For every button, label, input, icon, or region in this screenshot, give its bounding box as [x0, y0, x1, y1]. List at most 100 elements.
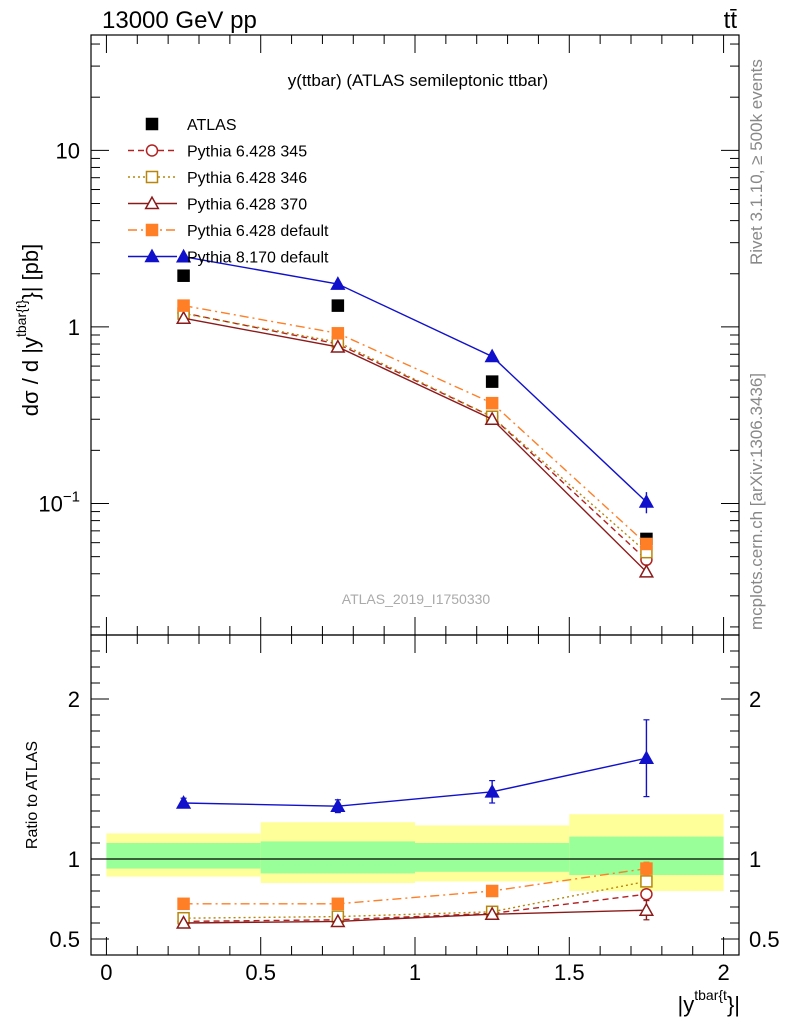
legend-marker — [144, 248, 160, 263]
data-point — [485, 396, 499, 410]
data-point — [638, 902, 655, 917]
legend-entry: Pythia 6.428 370 — [128, 195, 307, 214]
legend: ATLAS Pythia 6.428 345 Pythia 6.428 346 Pyt… — [128, 117, 329, 267]
data-point — [638, 494, 655, 508]
data-point — [330, 276, 346, 290]
main-y-tick-label: 10−1 — [38, 488, 80, 516]
series-pythia-8-170-default — [175, 248, 655, 514]
data-point — [484, 411, 500, 426]
series-pythia-6-428-default — [177, 299, 653, 551]
ratio-x-tick-label: 0.5 — [245, 960, 276, 985]
analysis-watermark: ATLAS_2019_I1750330 — [342, 591, 491, 607]
series-line — [183, 880, 647, 919]
series-line — [183, 893, 647, 923]
data-point — [638, 750, 655, 765]
data-point — [640, 875, 653, 888]
uncertainty-band-green — [106, 843, 261, 869]
data-point — [330, 913, 346, 928]
ratio-plot-content — [91, 719, 739, 929]
series-line — [183, 317, 647, 573]
x-label-tail: }| — [727, 992, 740, 1017]
legend-entry: Pythia 6.428 345 — [128, 144, 307, 161]
legend-marker — [145, 117, 159, 131]
series-atlas — [177, 269, 653, 546]
x-label-sup: tbar{t — [694, 987, 727, 1003]
main-y-axis-label: dσ / d |ytbar{t}}| [pb] — [13, 244, 43, 416]
data-point — [177, 269, 190, 282]
ratio-y-tick-label-right: 0.5 — [749, 927, 780, 952]
legend-entry: Pythia 6.428 default — [128, 223, 329, 240]
ratio-series-pythia-6-428-default — [177, 861, 653, 911]
main-y-label-main: dσ / d |y — [18, 337, 43, 416]
ratio-y-tick-label: 1 — [68, 847, 80, 872]
data-point — [484, 906, 500, 921]
ratio-x-tick-label: 0 — [100, 960, 112, 985]
ratio-series-pythia-8-170-default — [175, 719, 655, 814]
ratio-series-pythia-6-428-370 — [175, 899, 655, 929]
data-point — [640, 862, 653, 875]
series-line — [183, 255, 647, 503]
series-pythia-6-428-370 — [175, 310, 655, 578]
legend-label: Pythia 6.428 370 — [187, 197, 307, 214]
data-point — [331, 897, 345, 911]
uncertainty-band-green — [415, 843, 570, 872]
legend-marker — [145, 144, 159, 157]
ratio-y-tick-label: 0.5 — [49, 927, 80, 952]
legend-marker — [145, 223, 159, 237]
legend-label: ATLAS — [187, 117, 237, 134]
series-line — [183, 304, 647, 545]
data-point — [177, 299, 190, 312]
data-point — [638, 564, 655, 578]
legend-label: Pythia 6.428 345 — [187, 144, 307, 161]
data-point — [484, 348, 500, 363]
series-line — [183, 312, 647, 553]
legend-marker — [145, 170, 159, 184]
main-y-tick-label: 1 — [68, 315, 80, 340]
legend-entry: ATLAS — [145, 117, 237, 134]
series-pythia-6-428-345 — [177, 306, 653, 567]
data-point — [484, 783, 500, 798]
legend-label: Pythia 6.428 default — [187, 223, 329, 240]
ratio-axes: 0.5 0.5 1 1 2 2 0 0.5 1 1.5 2 — [49, 634, 780, 985]
main-panel: 10−1 1 10 y(ttbar) (ATLAS semileptonic ttb… — [13, 34, 740, 636]
svg-text:dσ / d |ytbar{t}}| [pb]: dσ / d |ytbar{t}}| [pb] — [13, 244, 43, 416]
rivet-version-label: Rivet 3.1.10, ≥ 500k events — [747, 59, 766, 265]
legend-entry: Pythia 8.170 default — [128, 248, 329, 267]
ratio-x-tick-label: 1.5 — [554, 960, 585, 985]
data-point — [330, 339, 346, 353]
data-point — [485, 375, 499, 388]
data-point — [177, 897, 190, 911]
data-point — [330, 798, 346, 813]
legend-label: Pythia 6.428 346 — [187, 170, 307, 187]
x-label-main: |y — [678, 992, 695, 1017]
ratio-x-tick-label: 1 — [409, 960, 421, 985]
data-point — [331, 299, 345, 312]
data-point — [175, 795, 192, 809]
ratio-x-axis-label: |ytbar{t}| — [678, 987, 740, 1017]
ratio-y-label: Ratio to ATLAS — [24, 741, 41, 849]
series-line — [183, 312, 647, 561]
data-point — [640, 887, 653, 901]
series-line — [183, 757, 647, 807]
process-label: tt̄ — [724, 7, 738, 34]
legend-entry: Pythia 6.428 346 — [128, 170, 307, 187]
series-line — [183, 867, 647, 905]
ratio-series-pythia-6-428-345 — [177, 887, 653, 928]
data-point — [175, 248, 192, 263]
series-line — [183, 909, 647, 924]
ratio-x-tick-label: 2 — [717, 960, 729, 985]
data-point — [331, 327, 345, 340]
main-title: y(ttbar) (ATLAS semileptonic ttbar) — [288, 71, 548, 90]
uncertainty-band-green — [260, 841, 415, 874]
ratio-panel: 0.5 0.5 1 1 2 2 0 0.5 1 1.5 2 Ratio to ATLAS |ytba… — [24, 634, 780, 1017]
series-pythia-6-428-346 — [177, 307, 653, 559]
mcplots-label: mcplots.cern.ch [arXiv:1306.3436] — [747, 373, 766, 630]
main-y-label-sup: tbar{t} — [13, 299, 29, 337]
data-point — [485, 884, 499, 898]
legend-marker — [144, 195, 160, 210]
main-y-label-tail: }| [pb] — [18, 244, 43, 300]
main-y-tick-label: 10 — [56, 138, 80, 163]
ratio-y-tick-label: 2 — [68, 687, 80, 712]
ratio-y-tick-label-right: 1 — [749, 847, 761, 872]
